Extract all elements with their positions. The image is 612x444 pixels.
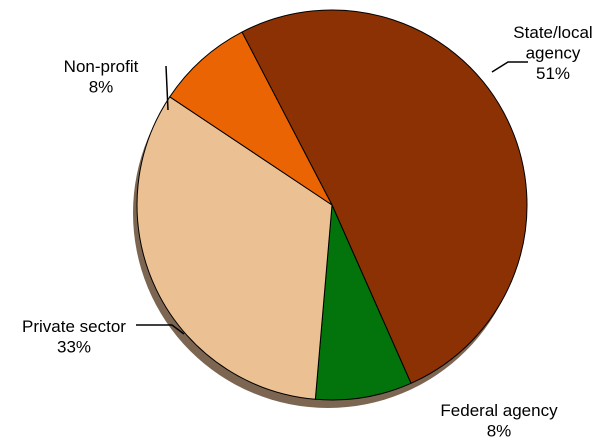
- slice-label-state-local-agency: State/local agency 51%: [513, 23, 592, 83]
- slice-label-private-sector: Private sector 33%: [22, 317, 126, 356]
- slice-labels: State/local agency 51% Federal agency 8% Priv…: [22, 23, 593, 440]
- leader-line-private-sector: [136, 324, 185, 335]
- leader-line-state-local-agency: [491, 61, 528, 73]
- pie-slice-state-local-agency: [241, 9, 528, 384]
- pie-slice-non-profit: [169, 31, 333, 206]
- leader-line-non-profit: [165, 65, 169, 111]
- leader-lines: [136, 61, 528, 335]
- slice-label-non-profit: Non-profit 8%: [64, 57, 139, 96]
- pie-slice-federal-agency: [314, 204, 412, 401]
- pie-slices: [136, 9, 528, 401]
- slice-label-federal-agency: Federal agency 8%: [440, 401, 558, 440]
- pie-slice-private-sector: [136, 96, 333, 400]
